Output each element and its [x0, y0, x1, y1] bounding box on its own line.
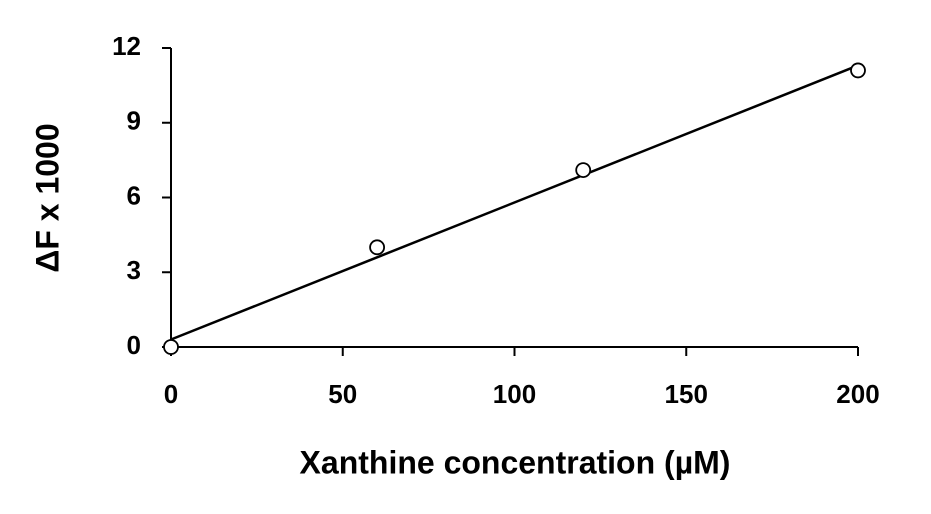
- point: [163, 339, 179, 355]
- y-tick-label: 9: [127, 106, 141, 136]
- x-tick-label: 0: [164, 379, 178, 409]
- trendline: [170, 64, 859, 341]
- x-tick-label: 200: [836, 379, 879, 409]
- point: [369, 239, 386, 256]
- y-tick-label: 3: [127, 255, 141, 285]
- x-axis-label: Xanthine concentration (µM): [300, 444, 731, 480]
- x-tick-label: 150: [665, 379, 708, 409]
- x-tick-label: 100: [493, 379, 536, 409]
- y-tick-label: 12: [112, 31, 141, 61]
- y-axis-label: ΔF x 1000: [29, 123, 65, 272]
- x-tick-label: 50: [328, 379, 357, 409]
- y-tick-label: 6: [127, 180, 141, 210]
- point: [575, 162, 592, 178]
- y-tick-label: 0: [127, 330, 141, 360]
- point: [850, 62, 866, 79]
